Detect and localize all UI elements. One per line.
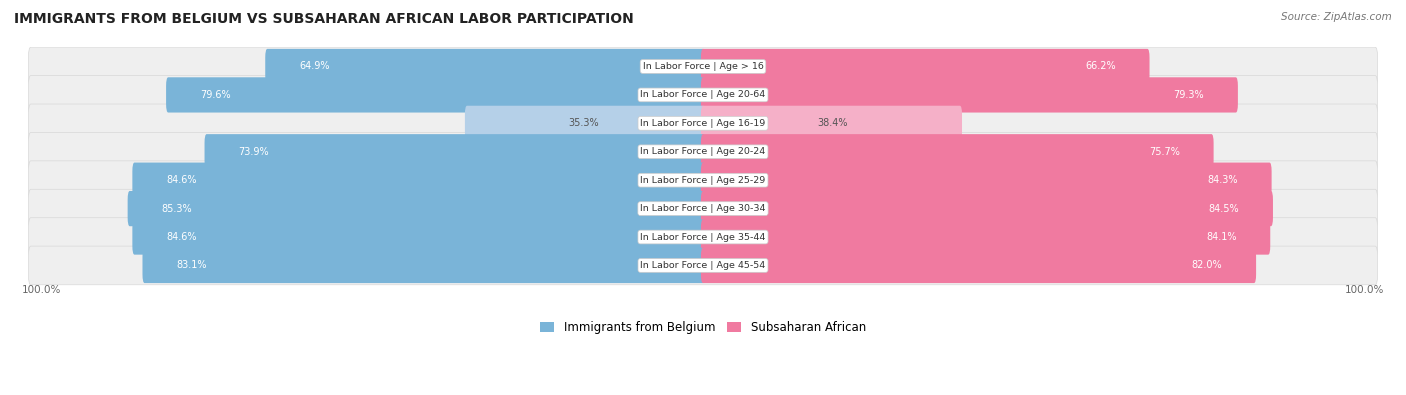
FancyBboxPatch shape xyxy=(28,246,1378,285)
Text: 66.2%: 66.2% xyxy=(1085,62,1116,71)
FancyBboxPatch shape xyxy=(28,104,1378,143)
Text: In Labor Force | Age 45-54: In Labor Force | Age 45-54 xyxy=(640,261,766,270)
FancyBboxPatch shape xyxy=(166,77,704,113)
Text: In Labor Force | Age 16-19: In Labor Force | Age 16-19 xyxy=(640,119,766,128)
Text: 100.0%: 100.0% xyxy=(21,285,60,295)
FancyBboxPatch shape xyxy=(266,49,704,84)
Text: 84.1%: 84.1% xyxy=(1206,232,1236,242)
Text: 38.4%: 38.4% xyxy=(817,118,848,128)
FancyBboxPatch shape xyxy=(702,49,1150,84)
Text: 82.0%: 82.0% xyxy=(1192,260,1222,271)
FancyBboxPatch shape xyxy=(142,248,704,283)
FancyBboxPatch shape xyxy=(204,134,704,169)
FancyBboxPatch shape xyxy=(702,191,1272,226)
Text: In Labor Force | Age > 16: In Labor Force | Age > 16 xyxy=(643,62,763,71)
Text: 84.5%: 84.5% xyxy=(1209,203,1239,214)
FancyBboxPatch shape xyxy=(702,163,1271,198)
Text: In Labor Force | Age 20-24: In Labor Force | Age 20-24 xyxy=(640,147,766,156)
FancyBboxPatch shape xyxy=(28,218,1378,256)
FancyBboxPatch shape xyxy=(702,248,1256,283)
FancyBboxPatch shape xyxy=(28,75,1378,114)
FancyBboxPatch shape xyxy=(28,161,1378,199)
Legend: Immigrants from Belgium, Subsaharan African: Immigrants from Belgium, Subsaharan Afri… xyxy=(536,317,870,339)
Text: In Labor Force | Age 20-64: In Labor Force | Age 20-64 xyxy=(640,90,766,100)
Text: 79.3%: 79.3% xyxy=(1174,90,1204,100)
Text: IMMIGRANTS FROM BELGIUM VS SUBSAHARAN AFRICAN LABOR PARTICIPATION: IMMIGRANTS FROM BELGIUM VS SUBSAHARAN AF… xyxy=(14,12,634,26)
Text: In Labor Force | Age 25-29: In Labor Force | Age 25-29 xyxy=(640,176,766,185)
FancyBboxPatch shape xyxy=(702,77,1237,113)
FancyBboxPatch shape xyxy=(128,191,704,226)
FancyBboxPatch shape xyxy=(132,163,704,198)
FancyBboxPatch shape xyxy=(465,106,704,141)
FancyBboxPatch shape xyxy=(28,189,1378,228)
Text: 84.6%: 84.6% xyxy=(166,232,197,242)
Text: 73.9%: 73.9% xyxy=(238,147,269,157)
Text: 83.1%: 83.1% xyxy=(176,260,207,271)
FancyBboxPatch shape xyxy=(132,219,704,255)
Text: 84.6%: 84.6% xyxy=(166,175,197,185)
FancyBboxPatch shape xyxy=(702,106,962,141)
Text: Source: ZipAtlas.com: Source: ZipAtlas.com xyxy=(1281,12,1392,22)
Text: 84.3%: 84.3% xyxy=(1208,175,1237,185)
Text: In Labor Force | Age 30-34: In Labor Force | Age 30-34 xyxy=(640,204,766,213)
Text: 100.0%: 100.0% xyxy=(1346,285,1385,295)
FancyBboxPatch shape xyxy=(28,132,1378,171)
FancyBboxPatch shape xyxy=(28,47,1378,86)
Text: 85.3%: 85.3% xyxy=(162,203,193,214)
Text: In Labor Force | Age 35-44: In Labor Force | Age 35-44 xyxy=(640,233,766,241)
Text: 75.7%: 75.7% xyxy=(1149,147,1180,157)
Text: 64.9%: 64.9% xyxy=(299,62,329,71)
Text: 35.3%: 35.3% xyxy=(568,118,599,128)
FancyBboxPatch shape xyxy=(702,219,1270,255)
FancyBboxPatch shape xyxy=(702,134,1213,169)
Text: 79.6%: 79.6% xyxy=(200,90,231,100)
